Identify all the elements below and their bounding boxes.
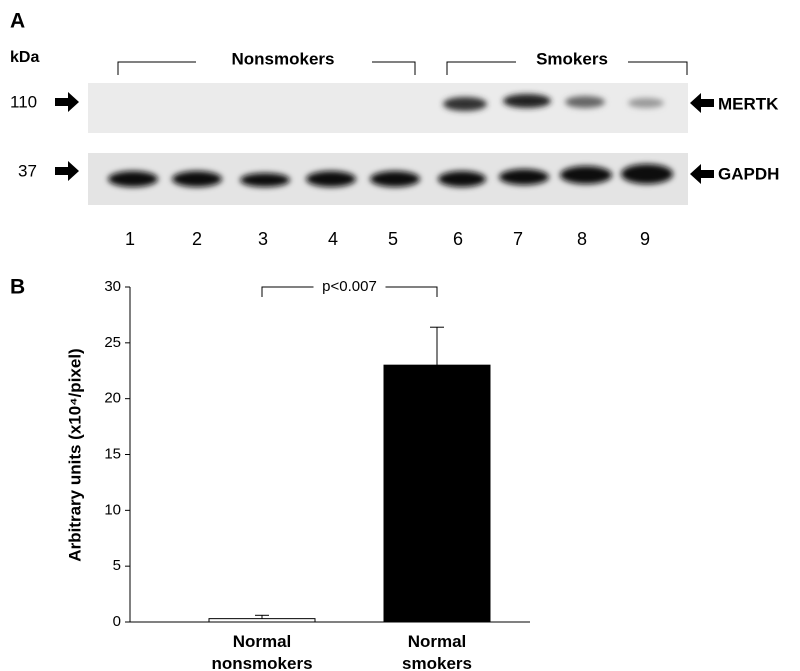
- y-tick-label: 0: [113, 613, 121, 630]
- y-tick-label: 25: [104, 334, 121, 351]
- figure: A kDa Nonsmokers Smokers 110 37 MERTK GA…: [0, 0, 800, 671]
- arrow: [55, 92, 79, 112]
- lane-label: 7: [513, 229, 523, 249]
- band: [443, 97, 487, 111]
- band: [560, 166, 612, 184]
- band: [108, 171, 158, 187]
- band: [172, 171, 222, 187]
- band: [306, 171, 356, 187]
- blot-mertk: [88, 83, 688, 133]
- annotation: p<0.007: [322, 278, 377, 295]
- arrow: [690, 93, 714, 113]
- panel-label: B: [10, 276, 25, 299]
- lane-label: 5: [388, 229, 398, 249]
- lane-label: 2: [192, 229, 202, 249]
- protein-label: MERTK: [718, 94, 779, 113]
- y-tick-label: 5: [113, 557, 121, 574]
- protein-label: GAPDH: [718, 164, 779, 183]
- lane-label: 8: [577, 229, 587, 249]
- size-label: 37: [18, 161, 37, 180]
- y-tick-label: 10: [104, 501, 121, 518]
- band: [628, 98, 664, 108]
- lane-label: 1: [125, 229, 135, 249]
- lane-label: 6: [453, 229, 463, 249]
- y-tick-label: 30: [104, 278, 121, 295]
- unit-label: kDa: [10, 49, 39, 66]
- panel-label: A: [10, 10, 25, 33]
- bar: [209, 619, 315, 622]
- y-tick-label: 15: [104, 445, 121, 462]
- band: [370, 171, 420, 187]
- size-label: 110: [10, 92, 37, 111]
- bar: [384, 365, 490, 622]
- group-label: Smokers: [536, 49, 608, 68]
- y-tick-label: 20: [104, 390, 121, 407]
- band: [621, 164, 673, 184]
- lane-labels: 1 2 3 4 5 6 7 8 9: [125, 229, 650, 249]
- band: [503, 94, 551, 108]
- band: [565, 96, 605, 108]
- lane-label: 3: [258, 229, 268, 249]
- band: [438, 171, 486, 187]
- y-axis-label: Arbitrary units (x10⁴/pixel): [65, 348, 84, 561]
- band: [240, 173, 290, 187]
- group-label: Nonsmokers: [232, 49, 335, 68]
- lane-label: 4: [328, 229, 338, 249]
- arrow: [55, 161, 79, 181]
- lane-label: 9: [640, 229, 650, 249]
- arrow: [690, 164, 714, 184]
- band: [499, 169, 549, 185]
